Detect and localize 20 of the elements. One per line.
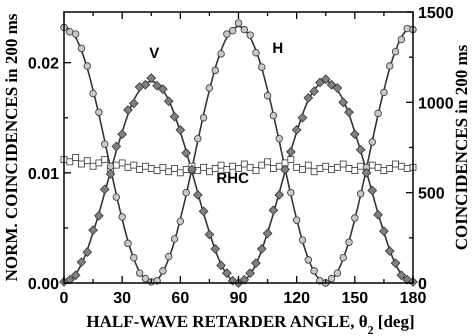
x-tick-label: 60 [171, 290, 190, 307]
series-label: V [149, 45, 160, 62]
y2-tick-label: 0 [418, 276, 427, 293]
x-axis-title: HALF-WAVE RETARDER ANGLE, θ$_{2}$ [deg] [86, 312, 415, 336]
x-tick-label: 30 [113, 290, 132, 307]
x-tick-label: 180 [400, 290, 426, 307]
y-tick-label: 0.02 [28, 56, 60, 73]
series-label: H [272, 40, 284, 58]
series-label: RHC [216, 170, 250, 188]
y2-tick-label: 1000 [418, 95, 454, 112]
x-tick-label: 90 [230, 290, 248, 307]
y2-tick-label: 500 [418, 186, 445, 203]
y-axis-title: NORM. COINCIDENCES in 200 ms [2, 13, 21, 282]
x-tick-label: 150 [341, 290, 368, 307]
y2-tick-label: 1500 [418, 5, 454, 22]
y2-axis-title: COINCIDENCES in 200 ms [452, 44, 471, 250]
y-tick-label: 0.01 [28, 166, 60, 183]
x-tick-label: 120 [283, 290, 310, 307]
y-tick-label: 0.00 [28, 276, 60, 293]
x-tick-label: 0 [60, 290, 69, 307]
